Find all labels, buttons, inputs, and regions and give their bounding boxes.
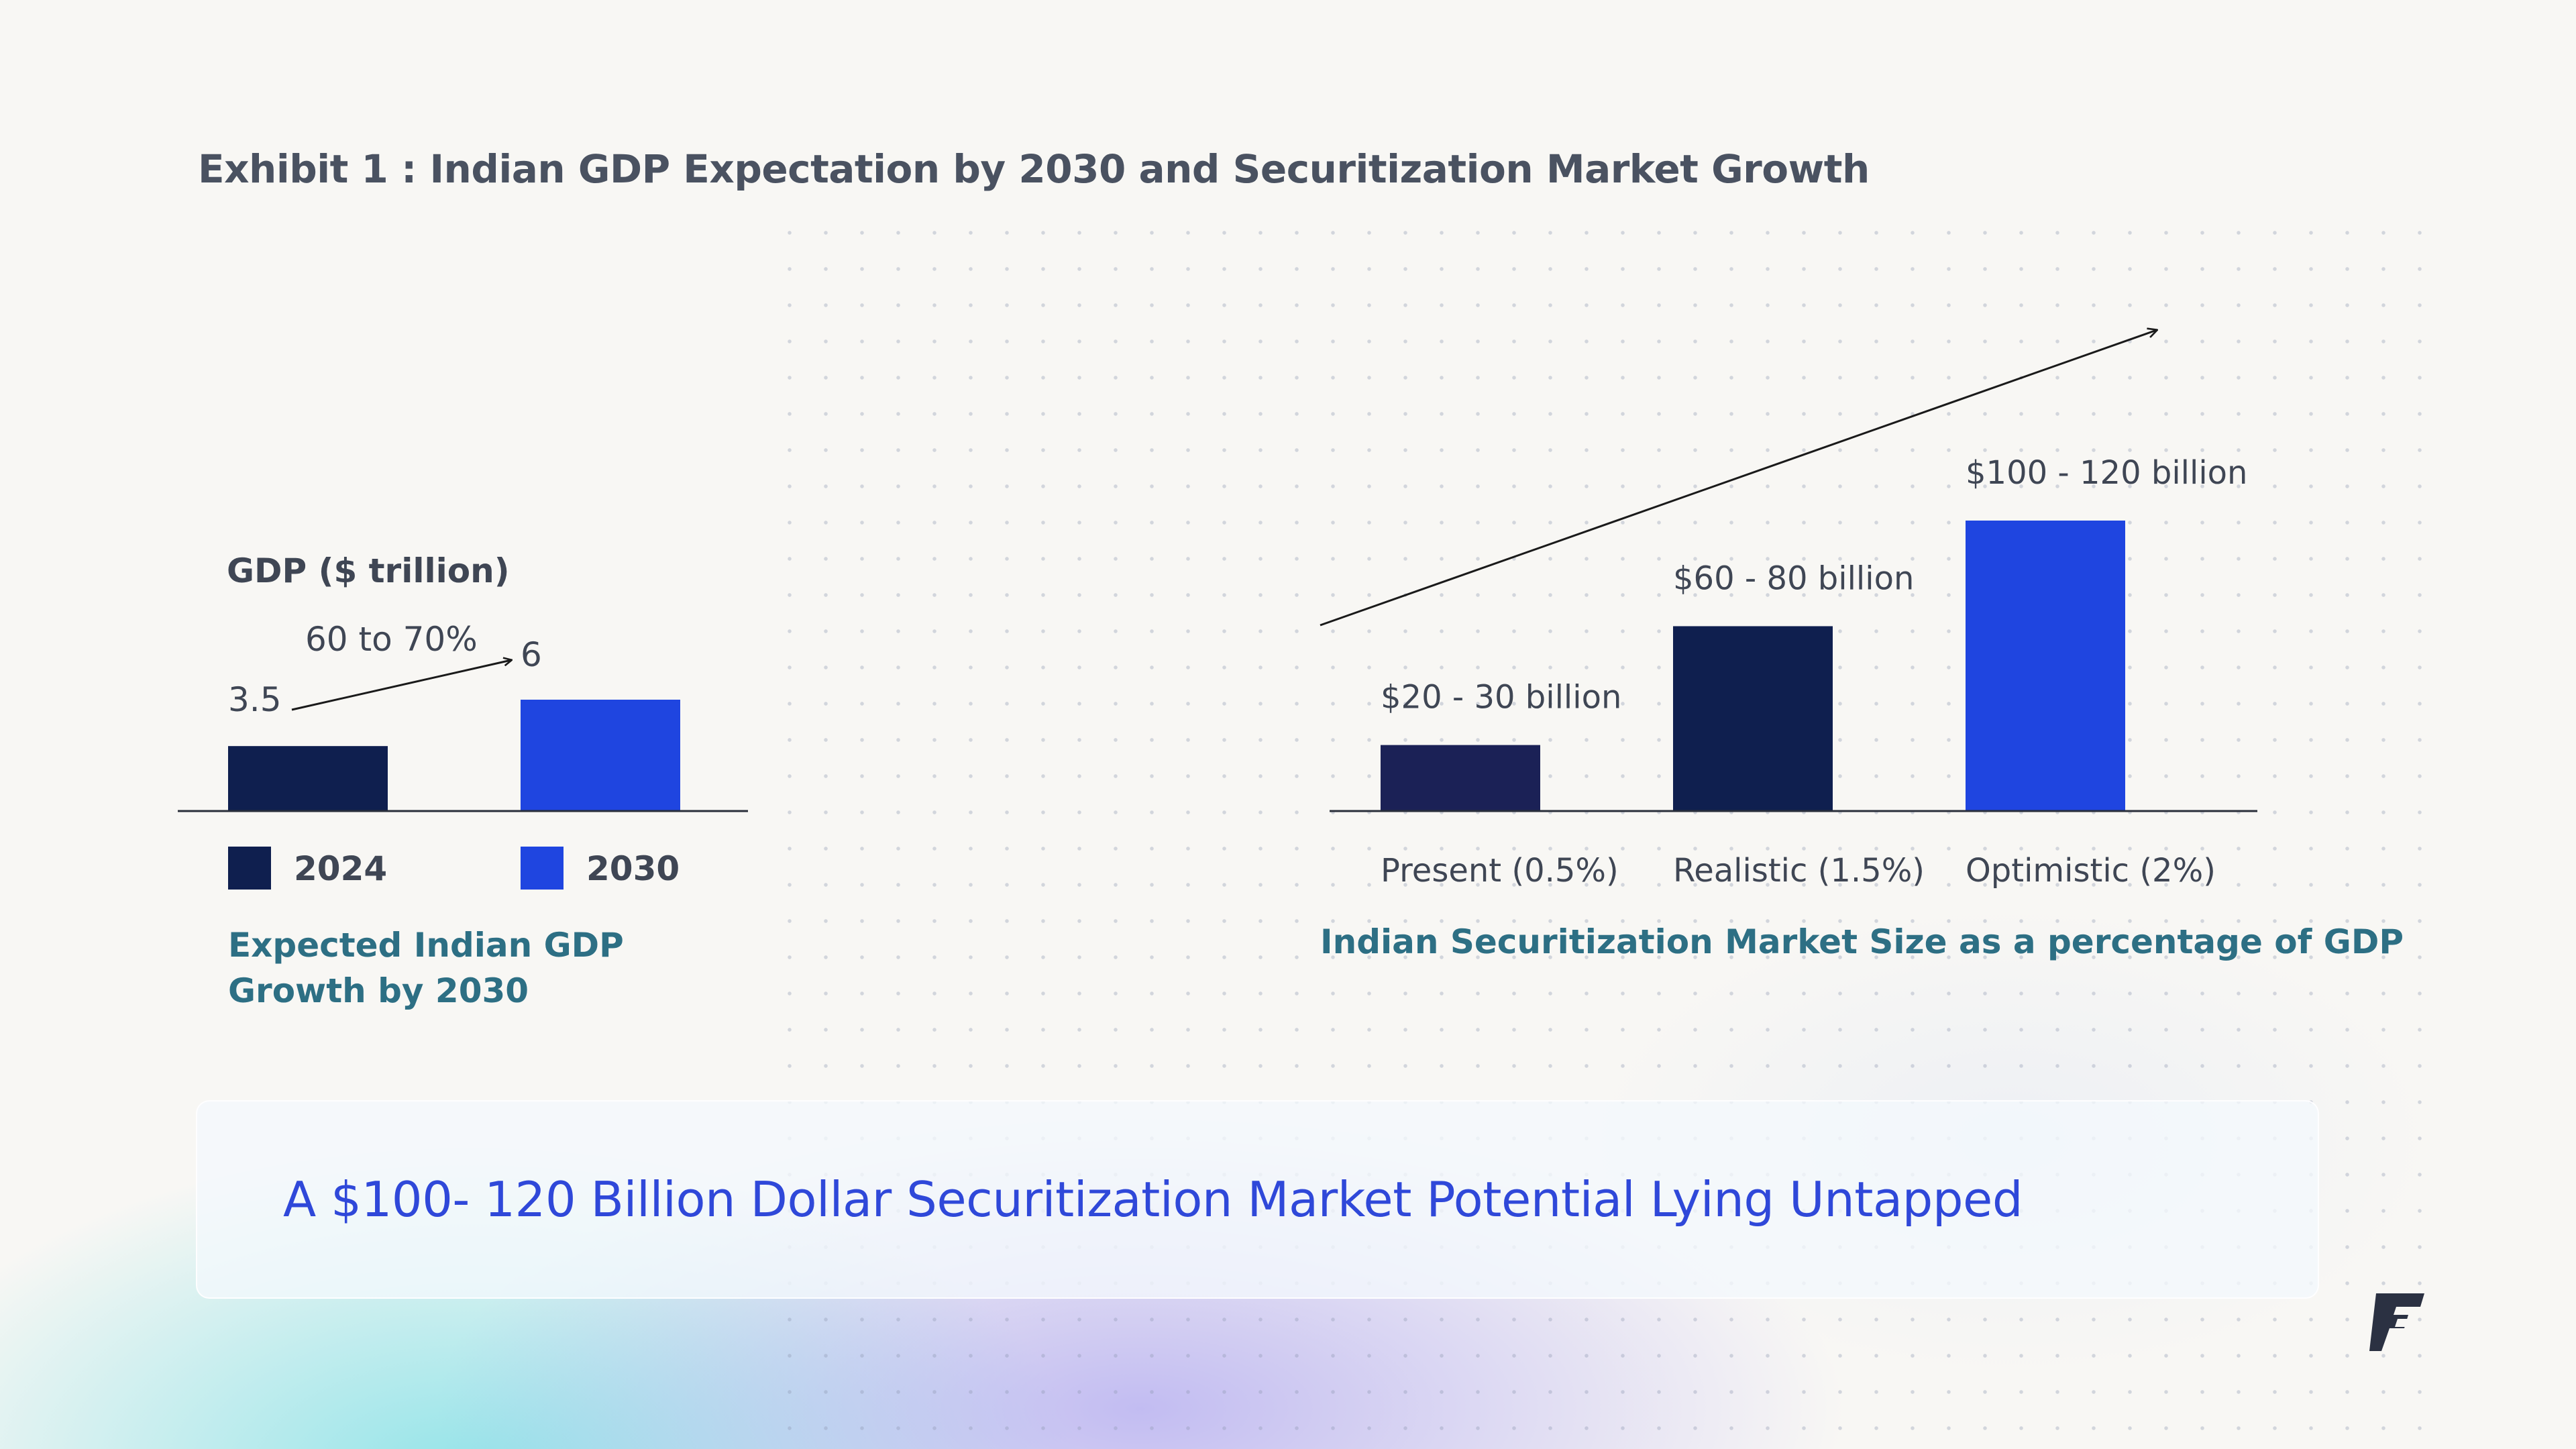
securitization-bar-chart: $20 - 30 billion Present (0.5%) $60 - 80 b… xyxy=(1320,0,2257,890)
securitization-chart-caption: Indian Securitization Market Size as a p… xyxy=(1320,922,2404,961)
securitization-category-label-0: Present (0.5%) xyxy=(1381,852,1619,890)
securitization-category-label-2: Optimistic (2%) xyxy=(1966,852,2216,890)
securitization-bar-1 xyxy=(1673,626,1833,811)
securitization-value-label-1: $60 - 80 billion xyxy=(1673,559,1914,597)
gdp-bar-chart: GDP ($ trillion) 60 to 70% 3.5 6 2024 2030 xyxy=(178,551,748,890)
gdp-bar-2024 xyxy=(228,746,388,811)
gdp-chart-caption: Expected Indian GDP Growth by 2030 xyxy=(228,922,624,1014)
legend-label-2030: 2030 xyxy=(586,849,680,888)
legend-label-2024: 2024 xyxy=(294,849,387,888)
growth-annotation: 60 to 70% xyxy=(305,620,478,659)
trend-arrow xyxy=(1320,330,2157,627)
gdp-caption-line-1: Expected Indian GDP xyxy=(228,926,624,965)
exhibit-title: Exhibit 1 : Indian GDP Expectation by 20… xyxy=(198,146,1870,192)
securitization-bar-2 xyxy=(1966,521,2125,811)
banner-text: A $100- 120 Billion Dollar Securitizatio… xyxy=(283,1171,2023,1228)
legend-swatch-2030 xyxy=(521,847,564,890)
gdp-ylabel: GDP ($ trillion) xyxy=(227,551,510,590)
brand-logo-icon xyxy=(2369,1293,2424,1351)
growth-arrow xyxy=(291,660,511,711)
securitization-value-label-0: $20 - 30 billion xyxy=(1381,679,1621,716)
gdp-caption-line-2: Growth by 2030 xyxy=(228,971,529,1010)
gdp-bar-2030 xyxy=(521,700,680,811)
gdp-value-label-2030: 6 xyxy=(521,635,542,674)
callout-banner: A $100- 120 Billion Dollar Securitizatio… xyxy=(196,1100,2319,1299)
legend-swatch-2024 xyxy=(228,847,271,890)
securitization-value-label-2: $100 - 120 billion xyxy=(1966,454,2247,492)
gdp-value-label-2024: 3.5 xyxy=(228,680,282,719)
securitization-category-label-1: Realistic (1.5%) xyxy=(1673,852,1925,890)
securitization-bar-0 xyxy=(1381,745,1540,811)
